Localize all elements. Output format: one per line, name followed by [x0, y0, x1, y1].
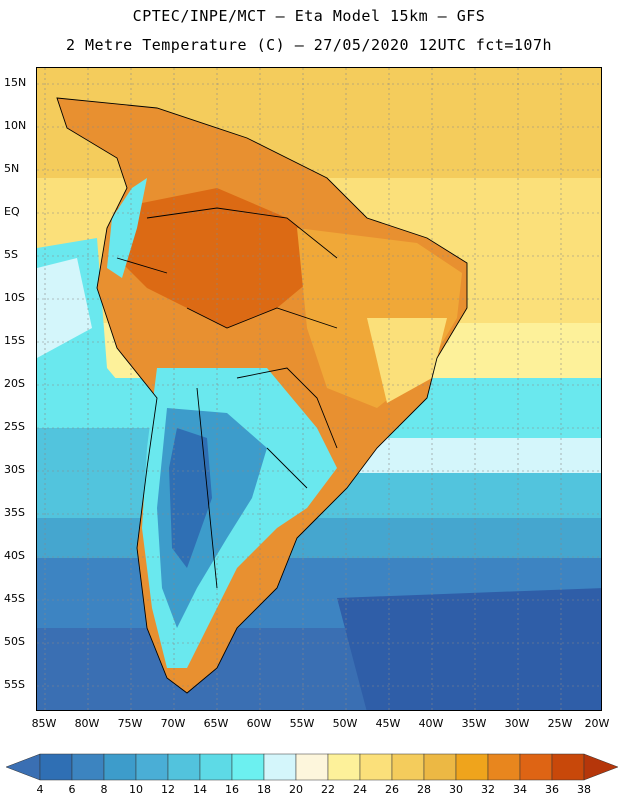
legend-swatch	[551, 753, 585, 781]
andes-coldest	[169, 428, 212, 568]
lat-label: 50S	[4, 635, 25, 648]
legend-level-label: 28	[417, 783, 431, 796]
legend-level-label: 6	[68, 783, 76, 796]
country-borders	[56, 97, 468, 694]
legend-level-label: 10	[129, 783, 143, 796]
legend-swatch	[423, 753, 457, 781]
legend-swatch	[359, 753, 393, 781]
lon-label: 35W	[461, 717, 487, 730]
legend-level-label: 18	[257, 783, 271, 796]
legend-swatch	[135, 753, 169, 781]
legend-level-label: 38	[577, 783, 591, 796]
lon-label: 20W	[584, 717, 610, 730]
legend-level-label: 32	[481, 783, 495, 796]
lat-label: 25S	[4, 420, 25, 433]
legend-swatch	[103, 753, 137, 781]
legend-swatch	[199, 753, 233, 781]
lat-label: 10N	[4, 119, 27, 132]
lat-label: 15N	[4, 76, 27, 89]
lat-label: 40S	[4, 549, 25, 562]
warm-core	[117, 188, 337, 328]
andes-north	[107, 178, 147, 278]
legend-level-label: 14	[193, 783, 207, 796]
legend-level-label: 34	[513, 783, 527, 796]
lon-label: 80W	[74, 717, 100, 730]
legend-swatch	[455, 753, 489, 781]
legend-level-label: 24	[353, 783, 367, 796]
legend-level-label: 12	[161, 783, 175, 796]
lon-label: 50W	[332, 717, 358, 730]
lat-label: 5S	[4, 248, 18, 261]
legend-level-label: 30	[449, 783, 463, 796]
legend-level-label: 36	[545, 783, 559, 796]
atlantic-cold	[337, 588, 601, 710]
legend-arrow-high	[583, 753, 618, 781]
pacific-cool2	[37, 428, 167, 508]
east-brazil-mild	[367, 318, 447, 403]
legend-level-label: 4	[36, 783, 44, 796]
lon-label: 85W	[31, 717, 57, 730]
color-legend	[5, 753, 618, 781]
legend-swatch	[391, 753, 425, 781]
legend-swatch	[39, 753, 73, 781]
legend-swatch	[167, 753, 201, 781]
legend-level-label: 16	[225, 783, 239, 796]
lat-label: 55S	[4, 678, 25, 691]
legend-level-label: 8	[100, 783, 108, 796]
legend-level-label: 22	[321, 783, 335, 796]
lon-label: 65W	[203, 717, 229, 730]
legend-swatch	[231, 753, 265, 781]
legend-swatch	[327, 753, 361, 781]
lon-label: 75W	[117, 717, 143, 730]
lat-label: 45S	[4, 592, 25, 605]
lon-label: 55W	[289, 717, 315, 730]
legend-arrow-low	[5, 753, 41, 781]
lon-label: 40W	[418, 717, 444, 730]
lat-label: 15S	[4, 334, 25, 347]
legend-swatch	[295, 753, 329, 781]
lon-label: 60W	[246, 717, 272, 730]
map-title: CPTEC/INPE/MCT – Eta Model 15km – GFS	[132, 7, 486, 25]
lat-label: 5N	[4, 162, 20, 175]
lat-label: 30S	[4, 463, 25, 476]
lat-label: 10S	[4, 291, 25, 304]
map-subtitle: 2 Metre Temperature (C) – 27/05/2020 12U…	[65, 36, 553, 54]
graticule	[37, 68, 601, 710]
lon-label: 45W	[375, 717, 401, 730]
legend-swatch	[487, 753, 521, 781]
pacific-mild	[37, 258, 92, 358]
temperature-map	[36, 67, 602, 711]
lat-label: EQ	[4, 205, 20, 218]
legend-level-label: 20	[289, 783, 303, 796]
lon-label: 25W	[547, 717, 573, 730]
legend-swatch	[519, 753, 553, 781]
lat-label: 35S	[4, 506, 25, 519]
lon-label: 70W	[160, 717, 186, 730]
legend-swatch	[263, 753, 297, 781]
legend-swatch	[71, 753, 105, 781]
legend-level-label: 26	[385, 783, 399, 796]
lon-label: 30W	[504, 717, 530, 730]
lat-label: 20S	[4, 377, 25, 390]
